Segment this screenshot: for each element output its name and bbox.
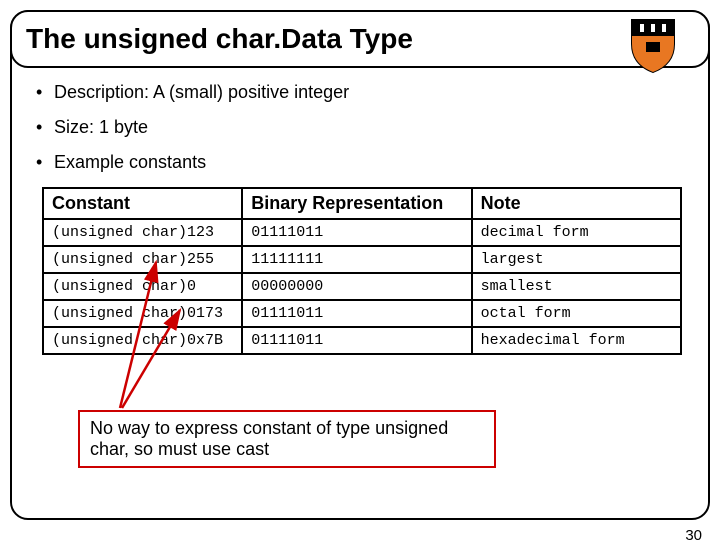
princeton-shield-icon [628, 18, 678, 74]
cell-binary: 00000000 [242, 273, 471, 300]
bullet-description: Description: A (small) positive integer [36, 82, 684, 103]
callout-text: No way to express constant of type unsig… [90, 418, 448, 459]
slide-title: The unsigned char.Data Type [26, 23, 413, 55]
cell-constant: (unsigned char)123 [43, 219, 242, 246]
cell-binary: 01111011 [242, 219, 471, 246]
table-row: (unsigned char)0x7B 01111011 hexadecimal… [43, 327, 681, 354]
cell-constant: (unsigned char)0173 [43, 300, 242, 327]
bullet-examples: Example constants [36, 152, 684, 173]
cell-constant: (unsigned char)0 [43, 273, 242, 300]
cell-note: octal form [472, 300, 681, 327]
cell-note: hexadecimal form [472, 327, 681, 354]
cell-note: largest [472, 246, 681, 273]
page-number: 30 [685, 527, 702, 544]
table-row: (unsigned char)0 00000000 smallest [43, 273, 681, 300]
callout-box: No way to express constant of type unsig… [78, 410, 496, 468]
cell-constant: (unsigned char)0x7B [43, 327, 242, 354]
cell-binary: 01111011 [242, 300, 471, 327]
table-row: (unsigned char)0173 01111011 octal form [43, 300, 681, 327]
constants-table: Constant Binary Representation Note (uns… [42, 187, 682, 355]
th-constant: Constant [43, 188, 242, 219]
table-row: (unsigned char)123 01111011 decimal form [43, 219, 681, 246]
title-suffix: Data Type [281, 23, 413, 54]
title-prefix: The [26, 23, 84, 54]
cell-constant: (unsigned char)255 [43, 246, 242, 273]
cell-binary: 11111111 [242, 246, 471, 273]
table-header-row: Constant Binary Representation Note [43, 188, 681, 219]
table-row: (unsigned char)255 11111111 largest [43, 246, 681, 273]
slide-frame: The unsigned char.Data Type Description:… [10, 10, 710, 520]
th-binary: Binary Representation [242, 188, 471, 219]
cell-binary: 01111011 [242, 327, 471, 354]
title-keyword: unsigned char. [84, 23, 282, 54]
cell-note: smallest [472, 273, 681, 300]
table-body: (unsigned char)123 01111011 decimal form… [43, 219, 681, 354]
slide-content: Description: A (small) positive integer … [36, 82, 684, 355]
title-bar: The unsigned char.Data Type [10, 10, 710, 68]
bullet-size: Size: 1 byte [36, 117, 684, 138]
cell-note: decimal form [472, 219, 681, 246]
th-note: Note [472, 188, 681, 219]
